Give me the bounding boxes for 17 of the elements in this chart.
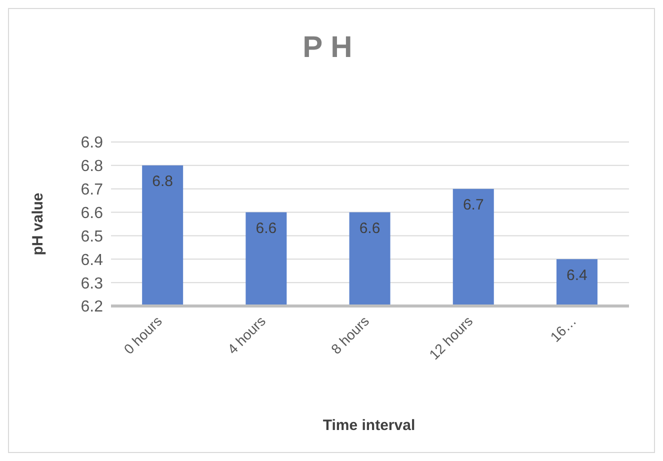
y-tick-label: 6.4	[80, 252, 104, 269]
y-tick-label: 6.5	[80, 228, 104, 246]
y-tick-label: 6.9	[80, 134, 104, 152]
y-tick-label: 6.3	[80, 275, 104, 292]
x-tick-label: 16…	[547, 312, 580, 346]
data-label: 6.7	[462, 196, 484, 214]
y-tick-label: 6.7	[80, 182, 104, 199]
y-tick-label: 6.6	[80, 204, 104, 222]
y-tick-label: 6.2	[80, 298, 104, 316]
data-label: 6.4	[566, 266, 588, 284]
data-label: 6.6	[256, 220, 277, 237]
data-label: 6.8	[152, 173, 174, 190]
y-axis-title: pH value	[29, 192, 46, 256]
y-tick-label: 6.8	[80, 158, 104, 176]
x-axis-title: Time interval	[322, 417, 416, 434]
chart-title: PH	[302, 31, 362, 65]
data-label: 6.6	[359, 220, 380, 237]
